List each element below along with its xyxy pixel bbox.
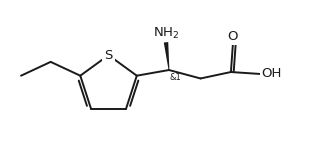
Text: S: S: [104, 49, 113, 62]
Text: &1: &1: [170, 73, 182, 82]
Text: OH: OH: [262, 67, 282, 81]
Polygon shape: [164, 42, 169, 70]
Text: O: O: [228, 30, 238, 43]
Text: NH$_2$: NH$_2$: [153, 26, 179, 41]
